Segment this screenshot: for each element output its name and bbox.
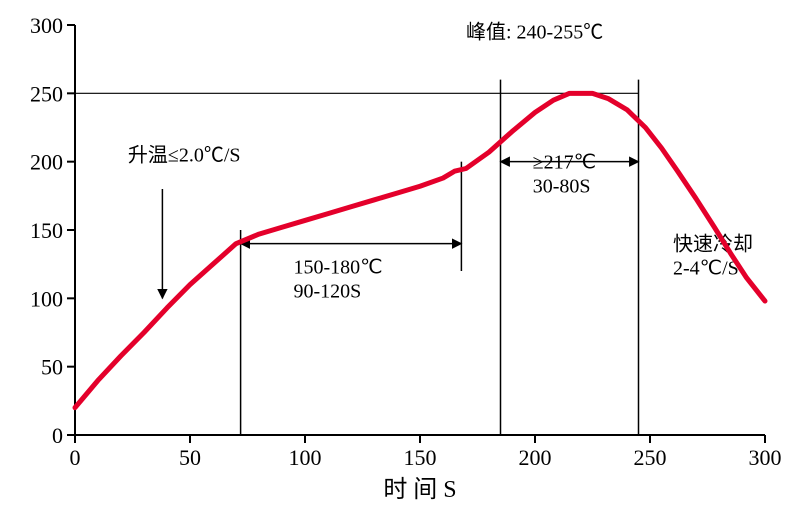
annotation-soak: 150-180℃ [294, 257, 383, 279]
x-tick-label: 250 [634, 445, 667, 470]
y-tick-label: 0 [52, 423, 63, 448]
y-tick-label: 200 [30, 150, 63, 175]
x-tick-label: 300 [749, 445, 782, 470]
annotation-ramp_up: 升温≤2.0℃/S [128, 144, 241, 167]
x-tick-label: 50 [179, 445, 201, 470]
x-tick-label: 200 [519, 445, 552, 470]
y-tick-label: 250 [30, 81, 63, 106]
annotation-soak: 90-120S [294, 281, 362, 303]
x-axis-label: 时 间 S [383, 476, 456, 500]
reflow-profile-chart: 0 50 100 150 200 250 300 0 50 100 150 200 250 300 时 间 … [0, 0, 800, 500]
x-tick-label: 100 [289, 445, 322, 470]
annotation-reflow: 30-80S [533, 176, 591, 198]
x-tick-label: 150 [404, 445, 437, 470]
x-tick-label: 0 [70, 445, 81, 470]
annotation-cooling: 快速冷却 [673, 233, 753, 256]
annotation-reflow: ≥217℃ [533, 152, 596, 174]
y-tick-label: 300 [30, 13, 63, 38]
y-tick-label: 100 [30, 286, 63, 311]
annotation-cooling: 2-4℃/S [673, 258, 739, 280]
chart-svg: 0 50 100 150 200 250 300 0 50 100 150 200 250 300 时 间 … [0, 0, 800, 500]
y-tick-label: 150 [30, 218, 63, 243]
annotation-peak: 峰值: 240-255℃ [466, 21, 603, 44]
y-tick-label: 50 [41, 355, 63, 380]
